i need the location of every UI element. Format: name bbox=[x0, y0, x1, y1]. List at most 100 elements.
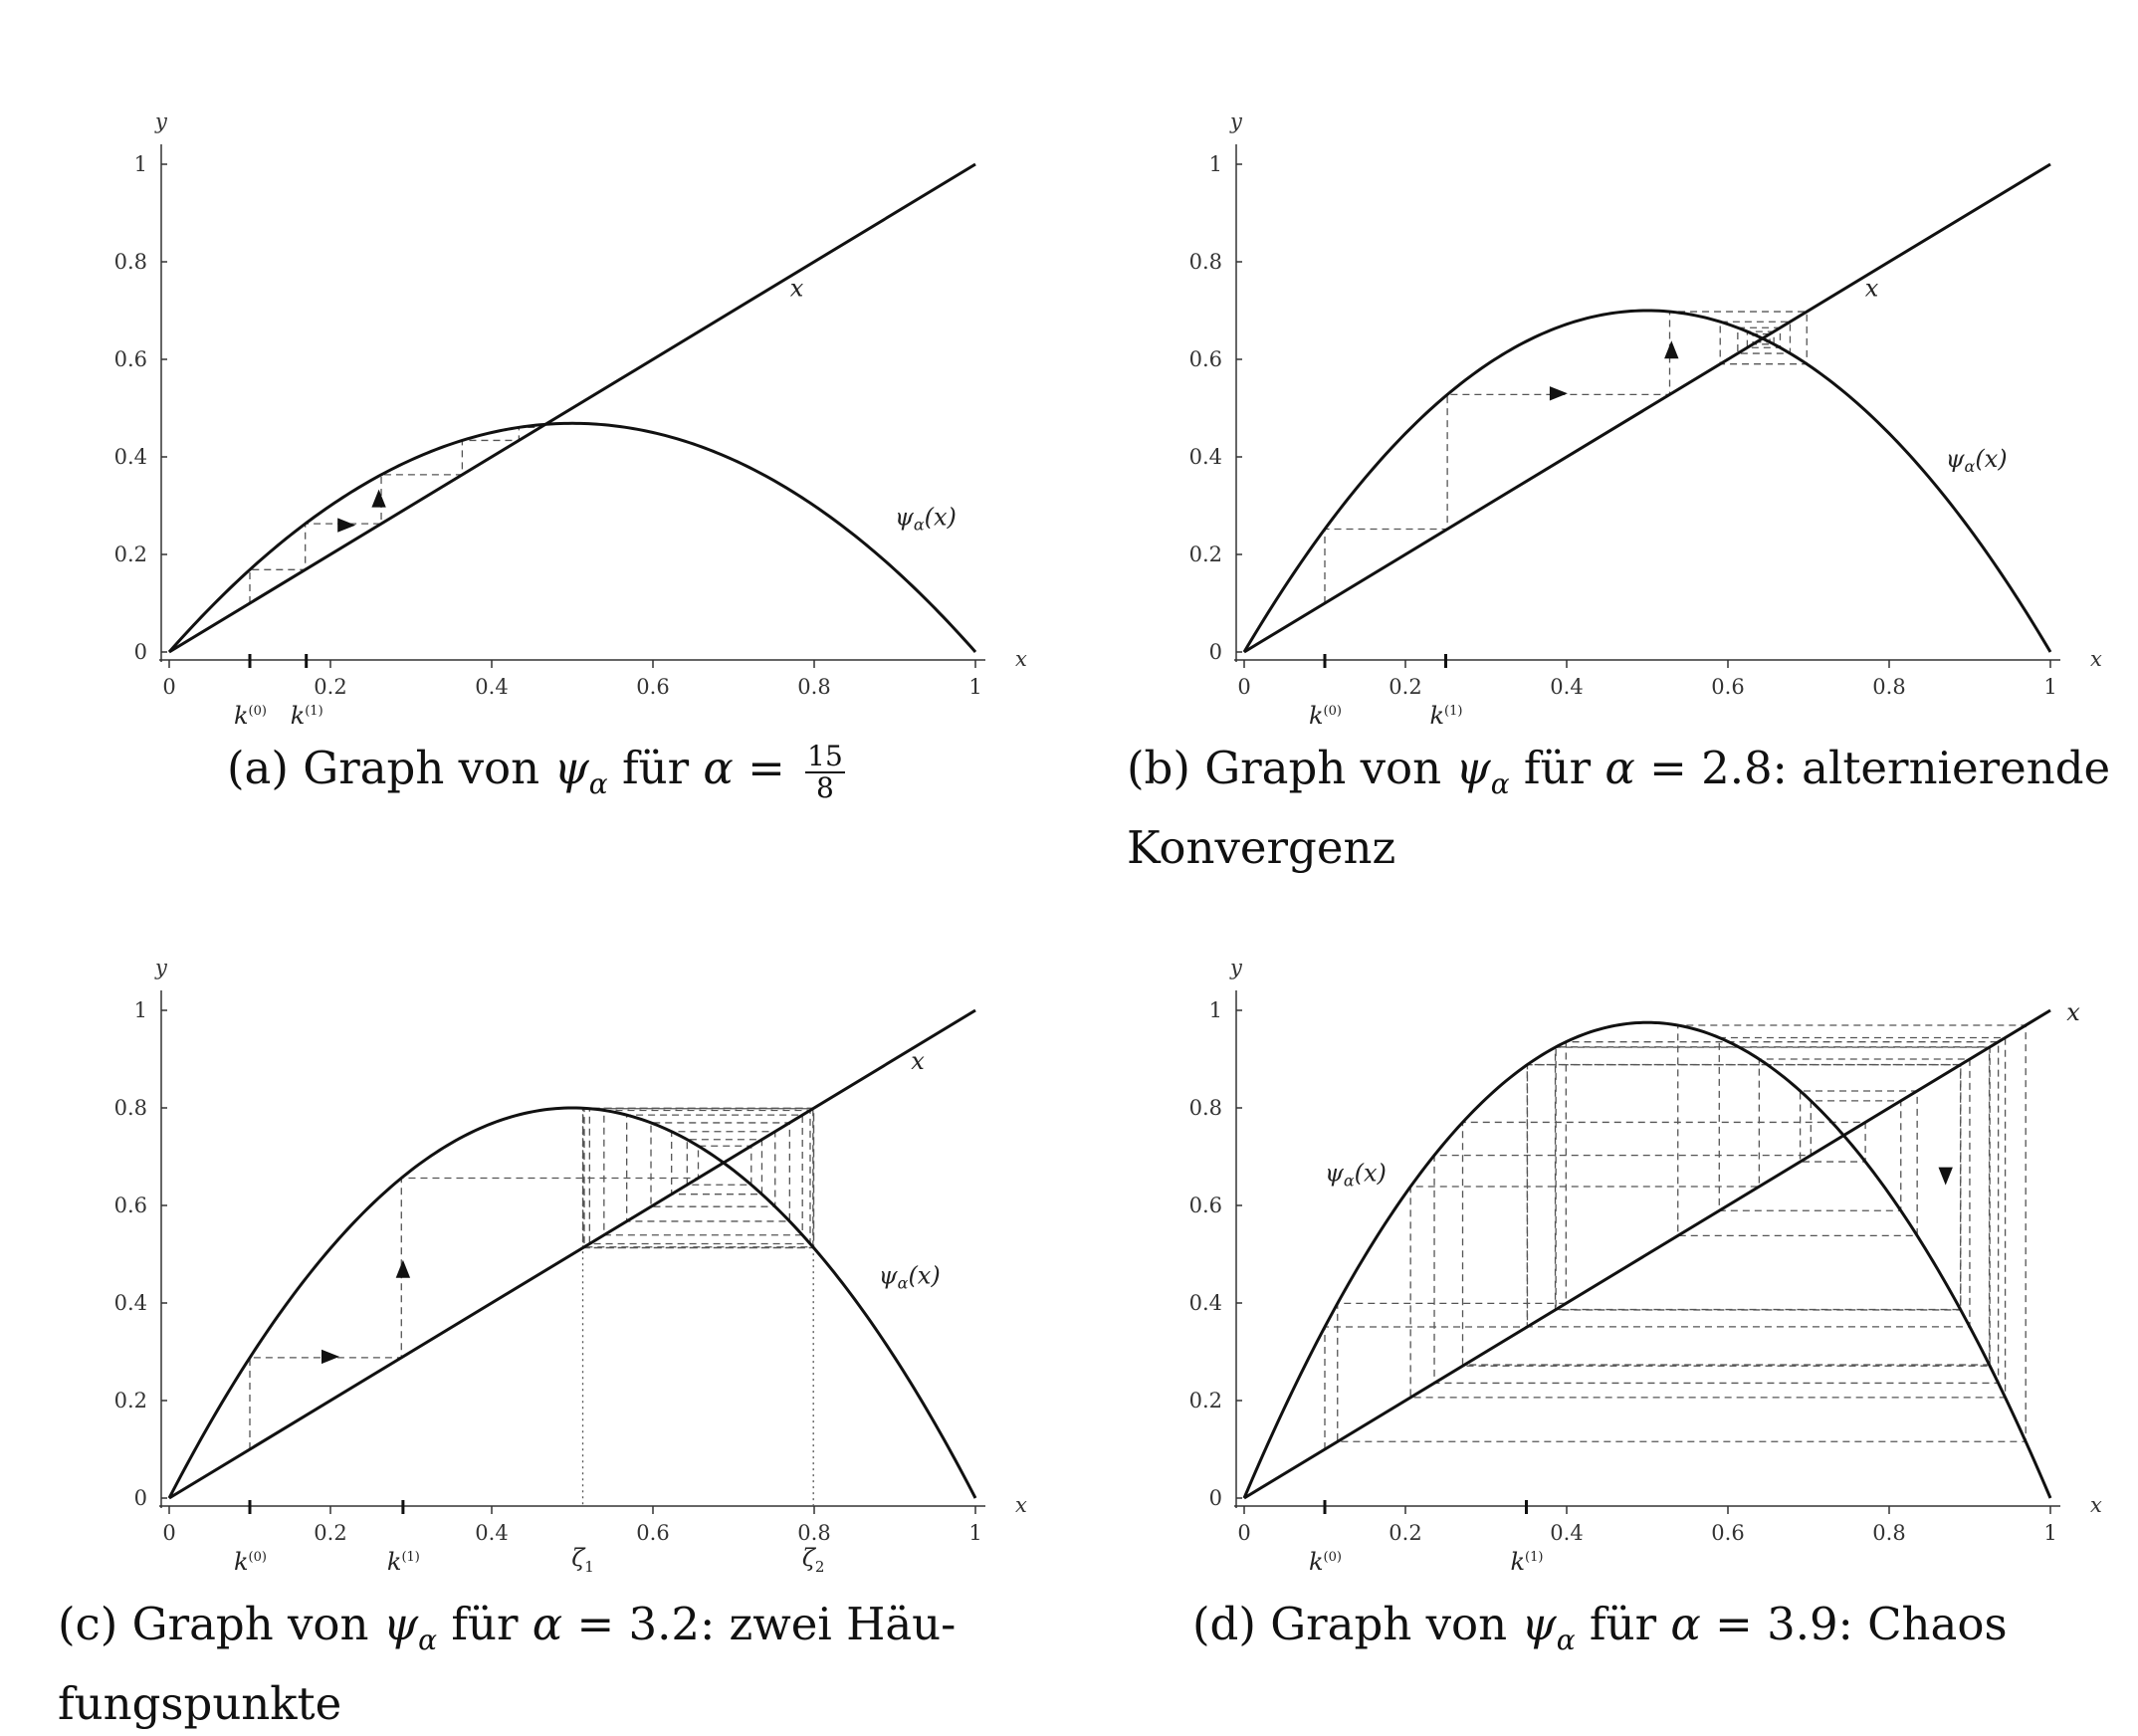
direction-arrow bbox=[337, 518, 356, 533]
panel-c: 0 0.2 0.4 0.6 0.8 1 0 0.2 0.4 0.6 0.8 1 x y ζ1 ζ2 x ψα(x)… bbox=[90, 916, 1045, 1576]
direction-arrow bbox=[1549, 386, 1568, 401]
caption-c-sub: α bbox=[418, 1624, 438, 1656]
direction-arrow bbox=[1664, 340, 1679, 359]
psi-label: ψα(x) bbox=[879, 1261, 941, 1292]
caption-a-alpha: α bbox=[703, 742, 734, 794]
caption-d-psi: ψ bbox=[1521, 1598, 1557, 1650]
x-tick-label: 0.4 bbox=[1550, 1521, 1583, 1545]
k-label: k(1) bbox=[291, 702, 323, 730]
caption-a-eq: = bbox=[733, 742, 800, 794]
diagonal-line bbox=[1243, 1008, 2051, 1500]
caption-d-alpha: α bbox=[1670, 1598, 1701, 1650]
x-tick-label: 1 bbox=[2043, 675, 2056, 699]
y-axis-label: y bbox=[1229, 109, 1243, 133]
x-tick-label: 0.4 bbox=[475, 675, 508, 699]
x-tick-label: 1 bbox=[968, 675, 981, 699]
y-tick-label: 0.6 bbox=[1189, 347, 1222, 371]
diagonal-line bbox=[168, 1008, 976, 1500]
k-label: k(0) bbox=[234, 702, 267, 730]
y-tick-label: 1 bbox=[1209, 152, 1222, 176]
caption-a-mid: für bbox=[607, 742, 704, 794]
y-tick-label: 0.8 bbox=[1189, 250, 1222, 274]
caption-d: (d) Graph von ψα für α = 3.9: Chaos bbox=[1192, 1593, 2008, 1672]
caption-b: (b) Graph von ψα für α = 2.8: alterniere… bbox=[1127, 737, 2110, 880]
direction-arrow bbox=[395, 1259, 411, 1278]
chart-b: 0 0.2 0.4 0.6 0.8 1 0 0.2 0.4 0.6 0.8 1 x y x ψα(x) k(0)… bbox=[1189, 109, 2102, 730]
y-tick-label: 1 bbox=[1209, 998, 1222, 1022]
caption-a-num: 15 bbox=[805, 739, 845, 773]
panel-a: 0 0.2 0.4 0.6 0.8 1 0 0.2 0.4 0.6 0.8 1 x y x ψα(x) k(0)… bbox=[90, 70, 1045, 730]
caption-d-sub: α bbox=[1556, 1624, 1576, 1656]
chart-d: 0 0.2 0.4 0.6 0.8 1 0 0.2 0.4 0.6 0.8 1 x y x ψα(x) k(0)… bbox=[1189, 956, 2102, 1576]
panel-d: 0 0.2 0.4 0.6 0.8 1 0 0.2 0.4 0.6 0.8 1 x y x ψα(x) k(0)… bbox=[1165, 916, 2120, 1576]
x-tick-label: 0.8 bbox=[797, 675, 830, 699]
k-label: k(0) bbox=[1309, 702, 1342, 730]
y-tick-label: 0.4 bbox=[1189, 1291, 1222, 1315]
caption-c-psi: ψ bbox=[382, 1598, 419, 1650]
caption-c-prefix: (c) Graph von bbox=[58, 1598, 383, 1650]
x-tick-label: 0 bbox=[162, 675, 175, 699]
diagonal-label: x bbox=[911, 1047, 925, 1075]
x-axis-label: x bbox=[1015, 647, 1027, 671]
caption-a-psi: ψ bbox=[553, 742, 589, 794]
k-label: k(1) bbox=[387, 1548, 420, 1576]
x-tick-label: 0.2 bbox=[314, 1521, 346, 1545]
y-tick-label: 0.4 bbox=[1189, 445, 1222, 469]
psi-curve bbox=[167, 1106, 977, 1499]
caption-b-mid: für bbox=[1509, 742, 1605, 794]
k-label: k(0) bbox=[234, 1548, 267, 1576]
x-tick-label: 0.6 bbox=[1711, 1521, 1744, 1545]
y-tick-label: 0.2 bbox=[1189, 1389, 1222, 1412]
y-tick-label: 0.6 bbox=[114, 347, 147, 371]
x-tick-label: 0 bbox=[162, 1521, 175, 1545]
y-axis-label: y bbox=[1229, 956, 1243, 979]
y-tick-label: 0.2 bbox=[1189, 542, 1222, 566]
y-tick-label: 0.4 bbox=[114, 1291, 147, 1315]
caption-d-prefix: (d) Graph von bbox=[1192, 1598, 1522, 1650]
direction-arrow bbox=[371, 489, 386, 508]
y-tick-label: 0.8 bbox=[114, 1096, 147, 1120]
x-tick-label: 0.2 bbox=[1389, 675, 1421, 699]
x-tick-label: 0.6 bbox=[1711, 675, 1744, 699]
caption-a-den: 8 bbox=[816, 770, 834, 804]
diagonal-line bbox=[1243, 162, 2051, 654]
caption-c-eq: = 3.2: zwei Häu- bbox=[562, 1598, 957, 1650]
chart-a: 0 0.2 0.4 0.6 0.8 1 0 0.2 0.4 0.6 0.8 1 x y x ψα(x) k(0)… bbox=[114, 109, 1027, 730]
y-tick-label: 1 bbox=[134, 998, 147, 1022]
caption-b-sub: α bbox=[1490, 767, 1510, 800]
caption-b-eq: = 2.8: alternierende bbox=[1634, 742, 2111, 794]
psi-label: ψα(x) bbox=[1946, 445, 2008, 476]
x-axis-label: x bbox=[1015, 1493, 1027, 1517]
caption-c-line2: fungspunkte bbox=[58, 1677, 342, 1730]
caption-a-sub: α bbox=[588, 767, 608, 800]
caption-a-prefix: (a) Graph von bbox=[227, 742, 554, 794]
psi-label: ψα(x) bbox=[895, 504, 957, 535]
y-tick-label: 0.2 bbox=[114, 1389, 147, 1412]
x-tick-label: 0.6 bbox=[636, 675, 669, 699]
psi-label: ψα(x) bbox=[1325, 1160, 1387, 1191]
caption-a: (a) Graph von ψα für α = 15 8 bbox=[227, 737, 845, 816]
psi-curve bbox=[167, 421, 977, 653]
caption-c: (c) Graph von ψα für α = 3.2: zwei Häu-f… bbox=[58, 1593, 956, 1736]
x-tick-label: 1 bbox=[968, 1521, 981, 1545]
x-tick-label: 0.6 bbox=[636, 1521, 669, 1545]
y-tick-label: 0.6 bbox=[1189, 1194, 1222, 1217]
caption-b-psi: ψ bbox=[1455, 742, 1491, 794]
direction-arrow bbox=[321, 1349, 339, 1365]
caption-d-eq: = 3.9: Chaos bbox=[1700, 1598, 2008, 1650]
caption-b-alpha: α bbox=[1604, 742, 1635, 794]
y-tick-label: 1 bbox=[134, 152, 147, 176]
y-axis-label: y bbox=[154, 956, 168, 979]
x-tick-label: 1 bbox=[2043, 1521, 2056, 1545]
x-tick-label: 0.2 bbox=[314, 675, 346, 699]
diagonal-line bbox=[168, 162, 976, 654]
panel-b: 0 0.2 0.4 0.6 0.8 1 0 0.2 0.4 0.6 0.8 1 x y x ψα(x) k(0)… bbox=[1165, 70, 2120, 730]
caption-c-mid: für bbox=[437, 1598, 533, 1650]
y-tick-label: 0 bbox=[1209, 1486, 1222, 1510]
psi-curve bbox=[1242, 309, 2052, 653]
k-label: k(1) bbox=[1430, 702, 1463, 730]
x-tick-label: 0.8 bbox=[1872, 1521, 1905, 1545]
y-tick-label: 0.8 bbox=[1189, 1096, 1222, 1120]
caption-b-line2: Konvergenz bbox=[1127, 821, 1396, 874]
caption-a-fraction: 15 8 bbox=[805, 739, 845, 804]
